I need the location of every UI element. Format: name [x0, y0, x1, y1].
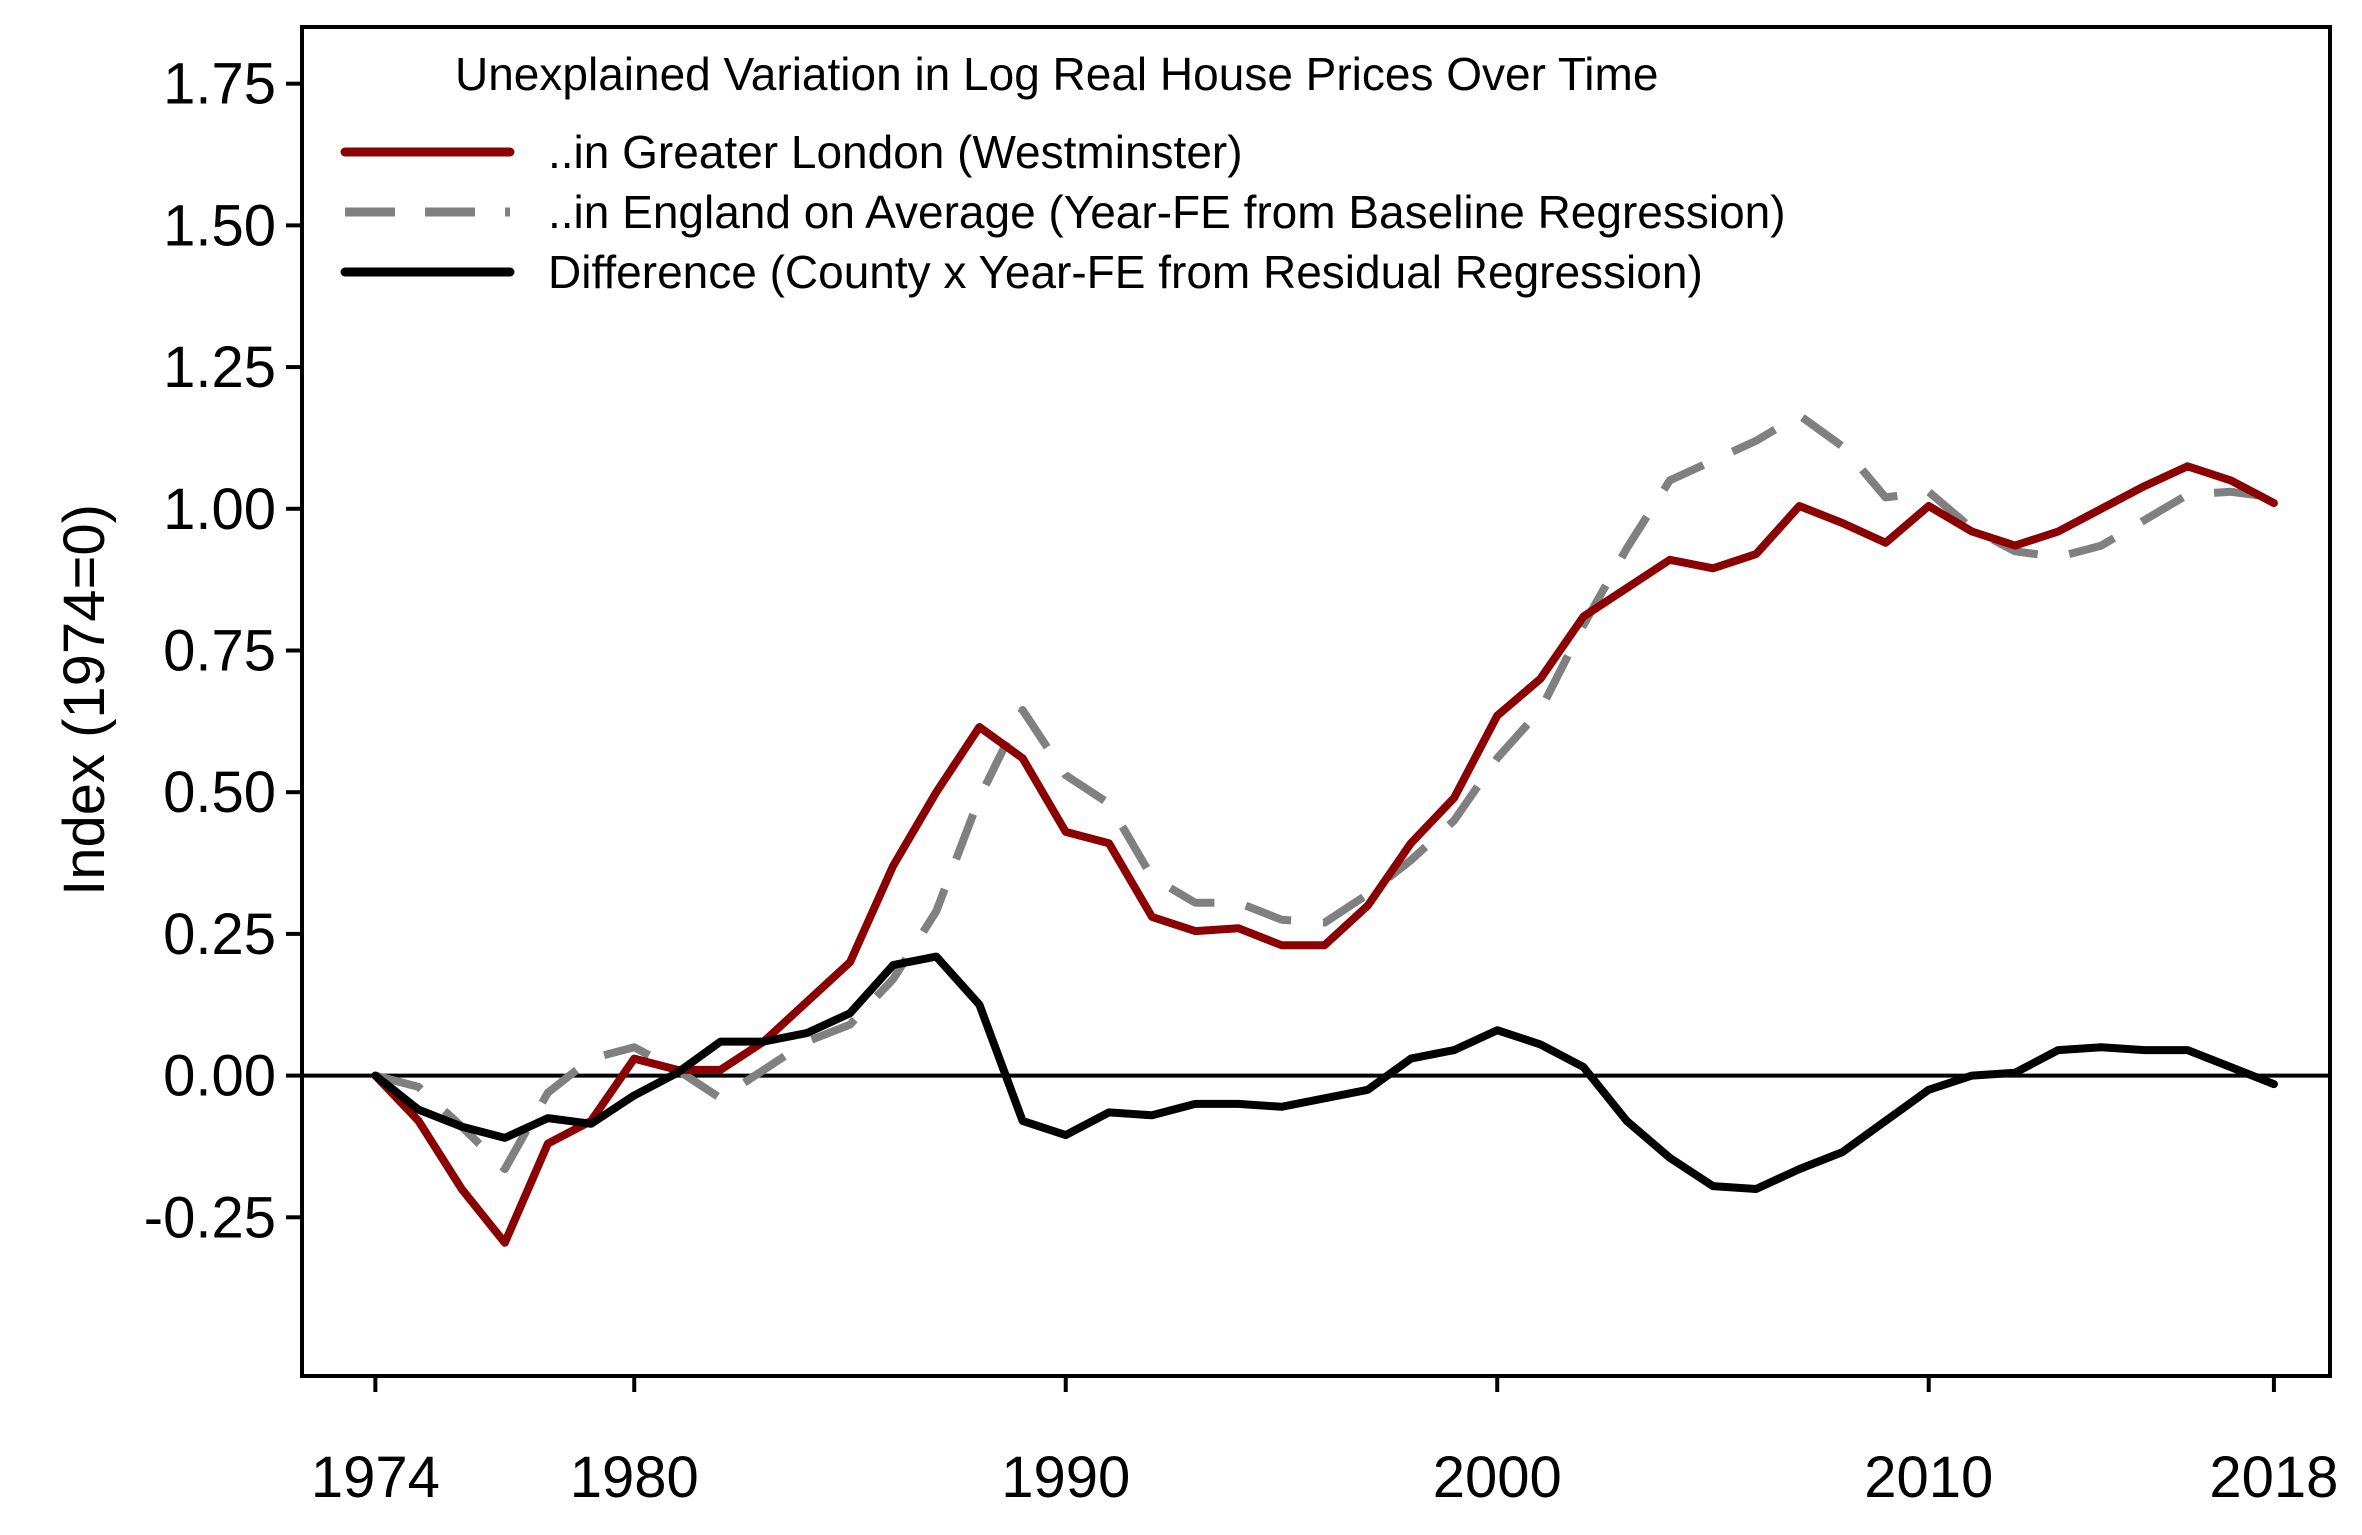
x-tick-label: 1990: [1001, 1445, 1130, 1510]
x-tick-label: 1974: [311, 1445, 440, 1510]
legend-label-2: ..in England on Average (Year-FE from Ba…: [548, 186, 1786, 238]
series-line-3: [371, 952, 2278, 1193]
y-tick-label: 0.75: [163, 618, 276, 683]
series-layer: [371, 411, 2278, 1247]
series-line-1: [371, 462, 2278, 1247]
y-tick-label: 0.25: [163, 902, 276, 967]
x-tick-label: 2000: [1433, 1445, 1562, 1510]
y-axis-title: Index (1974=0): [52, 504, 117, 896]
axes-layer: -0.25 0.00 0.25 0.50 0.75 1.00 1.25 1.50 1.75 197…: [144, 25, 2338, 1510]
legend-label-3: Difference (County x Year-FE from Residu…: [548, 246, 1703, 298]
x-tick-label: 1980: [570, 1445, 699, 1510]
y-tick-label: 1.00: [163, 477, 276, 542]
y-tick-label: 1.75: [163, 52, 276, 117]
legend-title: Unexplained Variation in Log Real House …: [455, 48, 1658, 100]
x-tick-label: 2018: [2209, 1445, 2338, 1510]
y-tick-label: 1.50: [163, 193, 276, 258]
series-line-2: [374, 411, 2275, 1174]
legend-label-1: ..in Greater London (Westminster): [548, 126, 1243, 178]
y-tick-label: 0.00: [163, 1044, 276, 1109]
legend: Unexplained Variation in Log Real House …: [340, 48, 1786, 298]
x-tick-label: 2010: [1864, 1445, 1993, 1510]
y-tick-label: -0.25: [144, 1185, 276, 1250]
y-tick-label: 0.50: [163, 760, 276, 825]
y-tick-label: 1.25: [163, 335, 276, 400]
plot-frame: [300, 25, 2332, 1378]
